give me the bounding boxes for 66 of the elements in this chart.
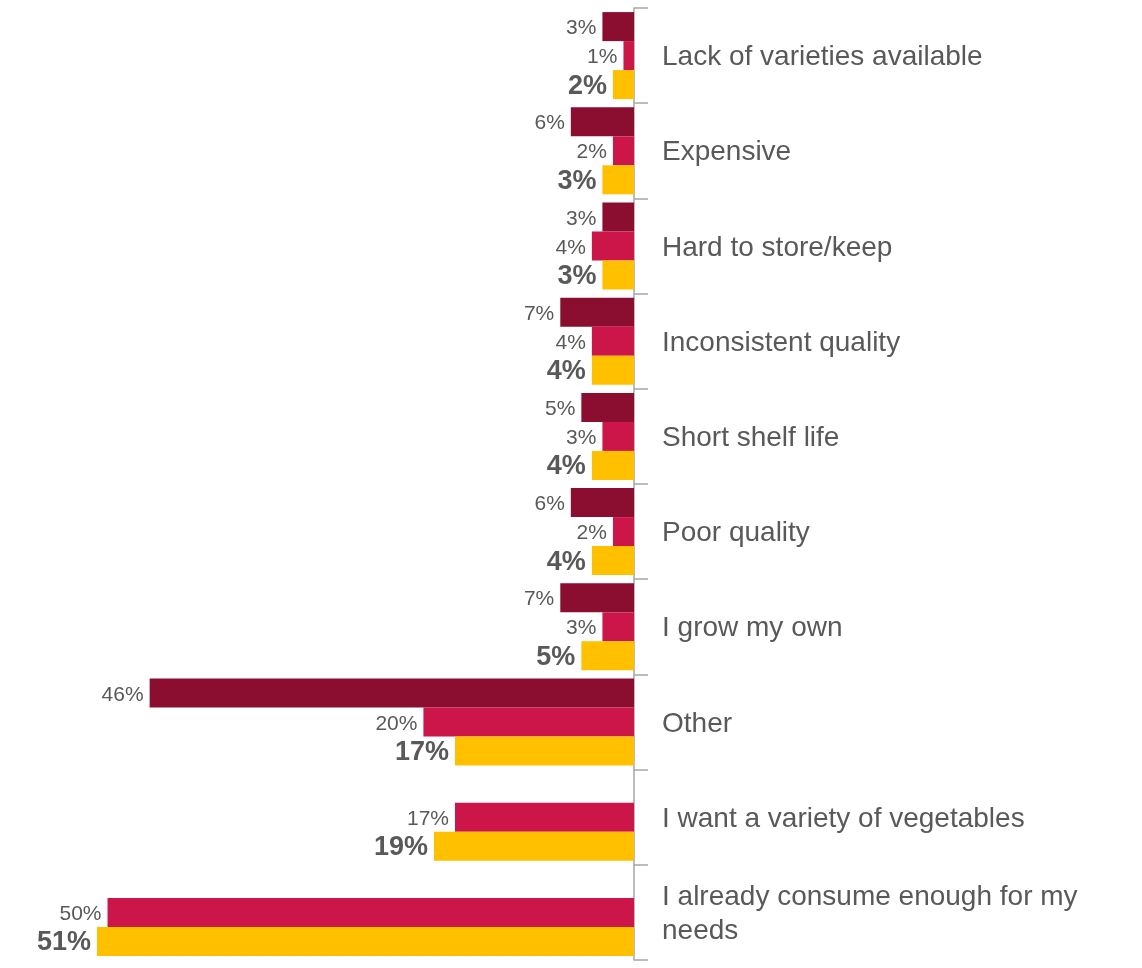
bar — [560, 583, 634, 613]
data-label: 1% — [587, 44, 618, 68]
data-label: 3% — [566, 424, 597, 448]
bar — [612, 136, 634, 166]
data-label: 5% — [536, 640, 576, 671]
y-tick-label: Expensive — [662, 135, 792, 167]
bar — [602, 421, 634, 451]
data-label: 4% — [546, 355, 586, 386]
y-tick-label: I want a variety of vegetables — [662, 801, 1025, 833]
data-label: 4% — [546, 450, 586, 481]
data-label: 51% — [36, 926, 91, 957]
bar — [591, 450, 634, 480]
data-label: 17% — [406, 805, 449, 829]
data-label: 4% — [546, 545, 586, 576]
data-label: 2% — [567, 69, 607, 100]
bar — [97, 926, 634, 956]
bar — [602, 612, 634, 642]
y-tick-label: Hard to store/keep — [662, 230, 893, 262]
data-label: 7% — [523, 586, 555, 610]
bar — [591, 231, 634, 261]
data-label: 3% — [566, 205, 597, 229]
y-tick-label: Poor quality — [662, 516, 810, 548]
bar — [591, 355, 634, 385]
data-label: 3% — [566, 15, 597, 39]
bar — [581, 392, 634, 422]
bar — [455, 736, 634, 766]
bar — [602, 12, 634, 42]
bar — [591, 546, 634, 576]
data-label: 7% — [523, 300, 555, 324]
data-label: 3% — [557, 260, 597, 290]
bar — [612, 517, 634, 547]
y-tick-label: Lack of varieties available — [662, 40, 983, 72]
data-label: 3% — [566, 615, 597, 639]
y-tick-label: Other — [662, 706, 733, 738]
bar — [107, 897, 634, 927]
y-tick-label: I grow my own — [662, 611, 843, 643]
bar — [602, 202, 634, 232]
bar — [581, 641, 634, 671]
data-label: 19% — [373, 831, 428, 862]
data-label: 6% — [534, 110, 565, 134]
y-tick-label: I already consume enough for my needs — [662, 879, 1086, 945]
bar — [560, 297, 634, 327]
data-label: 4% — [555, 234, 586, 258]
bar — [623, 41, 634, 71]
data-label: 2% — [576, 139, 607, 163]
data-label: 17% — [394, 736, 449, 766]
bar — [433, 831, 634, 861]
bar — [612, 70, 634, 100]
bar — [591, 326, 634, 356]
data-label: 2% — [576, 520, 607, 544]
bar — [423, 707, 634, 737]
data-label: 20% — [375, 710, 418, 734]
bar — [570, 107, 634, 137]
bar — [149, 678, 634, 708]
bar — [570, 488, 634, 518]
data-label: 46% — [101, 681, 144, 705]
data-label: 3% — [557, 164, 597, 195]
data-label: 5% — [544, 395, 576, 419]
bar — [602, 260, 634, 290]
data-label: 4% — [555, 329, 586, 353]
y-tick-label: Inconsistent quality — [662, 325, 901, 357]
bar — [602, 165, 634, 195]
data-label: 6% — [534, 491, 565, 515]
bar — [455, 802, 634, 832]
y-tick-label: Short shelf life — [662, 420, 840, 452]
data-label: 50% — [59, 900, 102, 924]
